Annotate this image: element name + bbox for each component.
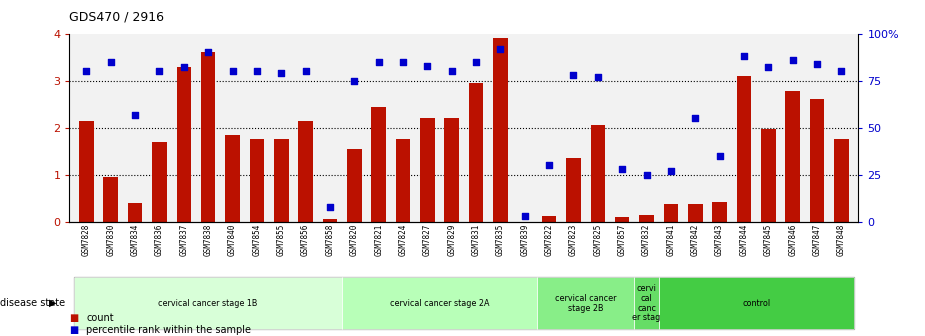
- Bar: [225, 135, 240, 222]
- Bar: [74, 277, 342, 329]
- Text: cervi
cal
canc
er stag: cervi cal canc er stag: [633, 284, 660, 322]
- Point: [590, 74, 605, 80]
- Point: [323, 204, 338, 209]
- Text: disease state: disease state: [0, 298, 65, 308]
- Point: [469, 59, 484, 65]
- Text: percentile rank within the sample: percentile rank within the sample: [86, 325, 251, 335]
- Point: [809, 61, 824, 67]
- Bar: [493, 38, 508, 222]
- Point: [128, 112, 142, 117]
- Point: [79, 69, 93, 74]
- Bar: [177, 67, 191, 222]
- Bar: [785, 91, 800, 222]
- Point: [493, 46, 508, 51]
- Bar: [736, 76, 751, 222]
- Point: [712, 153, 727, 159]
- Bar: [834, 139, 848, 222]
- Point: [517, 213, 532, 219]
- Text: ■: ■: [69, 312, 79, 323]
- Bar: [542, 216, 557, 222]
- Point: [688, 116, 703, 121]
- Bar: [712, 202, 727, 222]
- Bar: [298, 121, 313, 222]
- Bar: [371, 107, 386, 222]
- Bar: [809, 98, 824, 222]
- Bar: [347, 149, 362, 222]
- Point: [201, 50, 216, 55]
- Bar: [444, 118, 459, 222]
- Text: cervical cancer stage 2A: cervical cancer stage 2A: [389, 299, 489, 308]
- Point: [639, 172, 654, 177]
- Point: [566, 72, 581, 78]
- Point: [736, 53, 751, 59]
- Point: [298, 69, 313, 74]
- Bar: [590, 125, 605, 222]
- Point: [177, 65, 191, 70]
- Point: [420, 63, 435, 68]
- Bar: [615, 217, 630, 222]
- Point: [785, 57, 800, 62]
- Bar: [469, 83, 484, 222]
- Text: cervical cancer stage 1B: cervical cancer stage 1B: [158, 299, 258, 308]
- Text: ■: ■: [69, 325, 79, 335]
- Bar: [536, 277, 635, 329]
- Point: [444, 69, 459, 74]
- Bar: [635, 277, 659, 329]
- Text: control: control: [742, 299, 771, 308]
- Point: [542, 163, 557, 168]
- Point: [225, 69, 240, 74]
- Text: ▶: ▶: [49, 298, 56, 308]
- Point: [396, 59, 411, 65]
- Text: GDS470 / 2916: GDS470 / 2916: [69, 10, 165, 23]
- Bar: [342, 277, 536, 329]
- Point: [834, 69, 849, 74]
- Point: [104, 59, 118, 65]
- Bar: [659, 277, 854, 329]
- Bar: [663, 204, 678, 222]
- Bar: [274, 139, 289, 222]
- Bar: [761, 129, 775, 222]
- Text: cervical cancer
stage 2B: cervical cancer stage 2B: [555, 294, 616, 312]
- Point: [615, 166, 630, 172]
- Point: [371, 59, 386, 65]
- Bar: [250, 139, 265, 222]
- Text: count: count: [86, 312, 114, 323]
- Bar: [104, 177, 118, 222]
- Bar: [128, 203, 142, 222]
- Point: [761, 65, 776, 70]
- Bar: [396, 139, 411, 222]
- Point: [274, 71, 289, 76]
- Point: [250, 69, 265, 74]
- Bar: [153, 142, 166, 222]
- Bar: [201, 52, 216, 222]
- Bar: [323, 219, 338, 222]
- Bar: [688, 204, 703, 222]
- Bar: [420, 118, 435, 222]
- Point: [152, 69, 166, 74]
- Bar: [566, 158, 581, 222]
- Bar: [639, 215, 654, 222]
- Point: [347, 78, 362, 83]
- Bar: [80, 121, 93, 222]
- Point: [663, 168, 678, 174]
